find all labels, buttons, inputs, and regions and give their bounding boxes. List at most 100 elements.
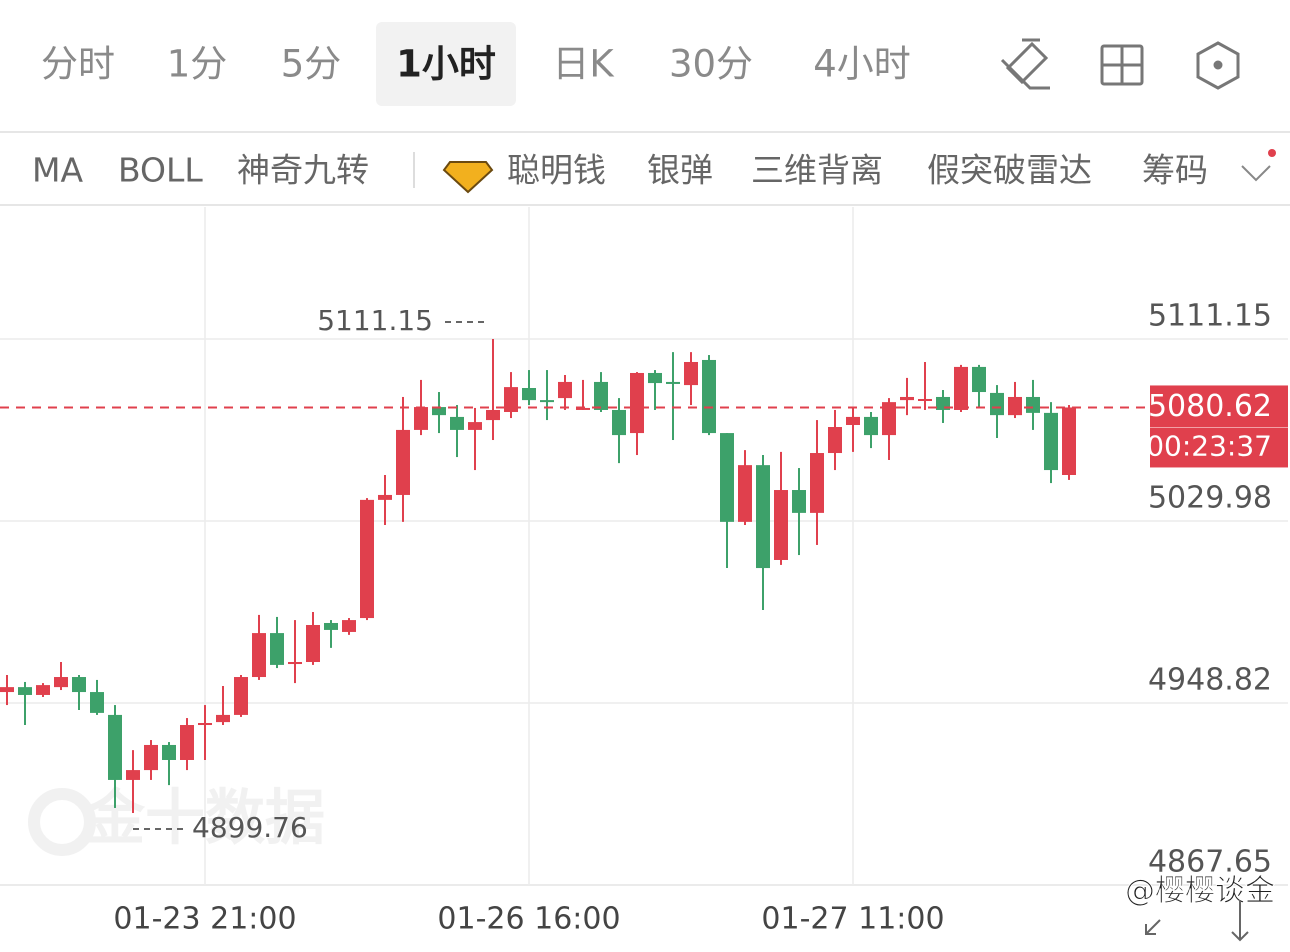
layout-icon[interactable]: [1100, 44, 1144, 86]
candle-body: [396, 429, 410, 495]
candle-body: [918, 398, 932, 402]
candle-body: [450, 416, 464, 430]
tab[interactable]: 30分: [669, 43, 753, 86]
candle-body: [972, 366, 986, 393]
candle-body: [414, 407, 428, 430]
smart-money-icon: [442, 161, 494, 194]
candle-body: [882, 402, 896, 436]
selected-tab-bg: [376, 22, 516, 106]
timeframe-tabs: 分时 1分 5分 1小时 日K 30分 4小时: [41, 43, 911, 86]
watermark-logo: [28, 788, 96, 856]
candle-body: [324, 622, 338, 630]
candle-body: [162, 744, 176, 760]
tab[interactable]: 分时: [41, 43, 115, 86]
x-tick-label: 01-26 16:00: [437, 902, 620, 937]
candle-body: [738, 465, 752, 522]
candle-body: [126, 770, 140, 780]
x-tick-label: 01-23 21:00: [113, 902, 296, 937]
candle-body: [108, 714, 122, 780]
max-label: 5111.15: [317, 304, 433, 337]
indicator-bar: MA BOLL 神奇九转 聪明钱 银弹 三维背离 假突破雷达 筹码: [32, 151, 1208, 190]
indicator[interactable]: 银弹: [647, 151, 713, 190]
candle-body: [18, 687, 32, 695]
draw-icon[interactable]: [1000, 38, 1050, 90]
candle-body: [522, 387, 536, 401]
candle-body: [0, 687, 14, 693]
candle-body: [558, 381, 572, 399]
candle-body: [504, 387, 518, 412]
candle-body: [630, 372, 644, 434]
candle-body: [774, 490, 788, 560]
candle-body: [1044, 412, 1058, 471]
candle-body: [468, 422, 482, 430]
candle-body: [1026, 396, 1040, 413]
candle-body: [144, 744, 158, 771]
tab[interactable]: 1分: [167, 43, 228, 86]
indicator[interactable]: 神奇九转: [237, 151, 369, 190]
candle-body: [342, 620, 356, 632]
tab[interactable]: 1小时: [396, 43, 496, 86]
candle-body: [684, 361, 698, 386]
candle-body: [432, 407, 446, 416]
candle-body: [846, 416, 860, 425]
candle-body: [720, 433, 734, 522]
candle-body: [486, 409, 500, 421]
y-tick-label: 5029.98: [1148, 481, 1272, 516]
candle-body: [72, 677, 86, 693]
candle-body: [612, 409, 626, 436]
candle-body: [756, 465, 770, 569]
x-tick-label: 01-27 11:00: [761, 902, 944, 937]
candle-body: [180, 725, 194, 760]
candle-body: [702, 359, 716, 434]
candle-body: [234, 677, 248, 715]
candle-body: [306, 625, 320, 663]
candle-body: [252, 633, 266, 678]
indicator[interactable]: 假突破雷达: [927, 151, 1092, 190]
y-tick-label: 4948.82: [1148, 662, 1272, 697]
tab[interactable]: 5分: [281, 43, 342, 86]
candle-body: [270, 633, 284, 665]
more-arrow[interactable]: [1241, 165, 1271, 182]
expand-icon[interactable]: [1145, 900, 1249, 942]
candle-body: [1062, 407, 1076, 475]
settings-icon[interactable]: [1196, 41, 1240, 90]
candle-body: [810, 453, 824, 513]
min-label: 4899.76: [192, 811, 308, 844]
candle-body: [864, 416, 878, 436]
y-tick-label: 4867.65: [1148, 845, 1272, 880]
tab[interactable]: 日K: [552, 43, 615, 86]
candle-body: [216, 714, 230, 723]
last-price-tag: [1150, 385, 1288, 468]
tool-icons: [1000, 38, 1240, 90]
candle-body: [54, 677, 68, 688]
countdown: 00:23:37: [1146, 429, 1272, 462]
y-tick-label: 5111.15: [1148, 299, 1272, 334]
candle-body: [990, 392, 1004, 416]
chart: 01-23 21:00 01-26 16:00 01-27 11:00 5111.15…: [0, 207, 1288, 937]
tab[interactable]: 4小时: [813, 43, 911, 86]
candle-body: [198, 722, 212, 726]
candle-body: [954, 366, 968, 410]
indicator[interactable]: MA: [32, 151, 83, 190]
candle-body: [360, 499, 374, 619]
candle-body: [594, 381, 608, 410]
candle-body: [90, 692, 104, 713]
candle-body: [648, 372, 662, 384]
candle-body: [1008, 396, 1022, 416]
candle-body: [288, 662, 302, 665]
indicator[interactable]: 三维背离: [751, 151, 883, 190]
last-price: 5080.62: [1148, 389, 1272, 424]
candle-body: [540, 400, 554, 403]
credit: @樱樱谈金: [1125, 874, 1275, 909]
indicator[interactable]: 聪明钱: [507, 151, 606, 190]
candle-body: [378, 494, 392, 500]
notice-dot: [1268, 149, 1276, 157]
candle-body: [666, 381, 680, 384]
candle-body: [576, 407, 590, 410]
candle-body: [792, 490, 806, 513]
indicator[interactable]: BOLL: [118, 151, 203, 190]
indicator[interactable]: 筹码: [1142, 151, 1208, 190]
candle-body: [900, 396, 914, 401]
candle-body: [828, 427, 842, 454]
